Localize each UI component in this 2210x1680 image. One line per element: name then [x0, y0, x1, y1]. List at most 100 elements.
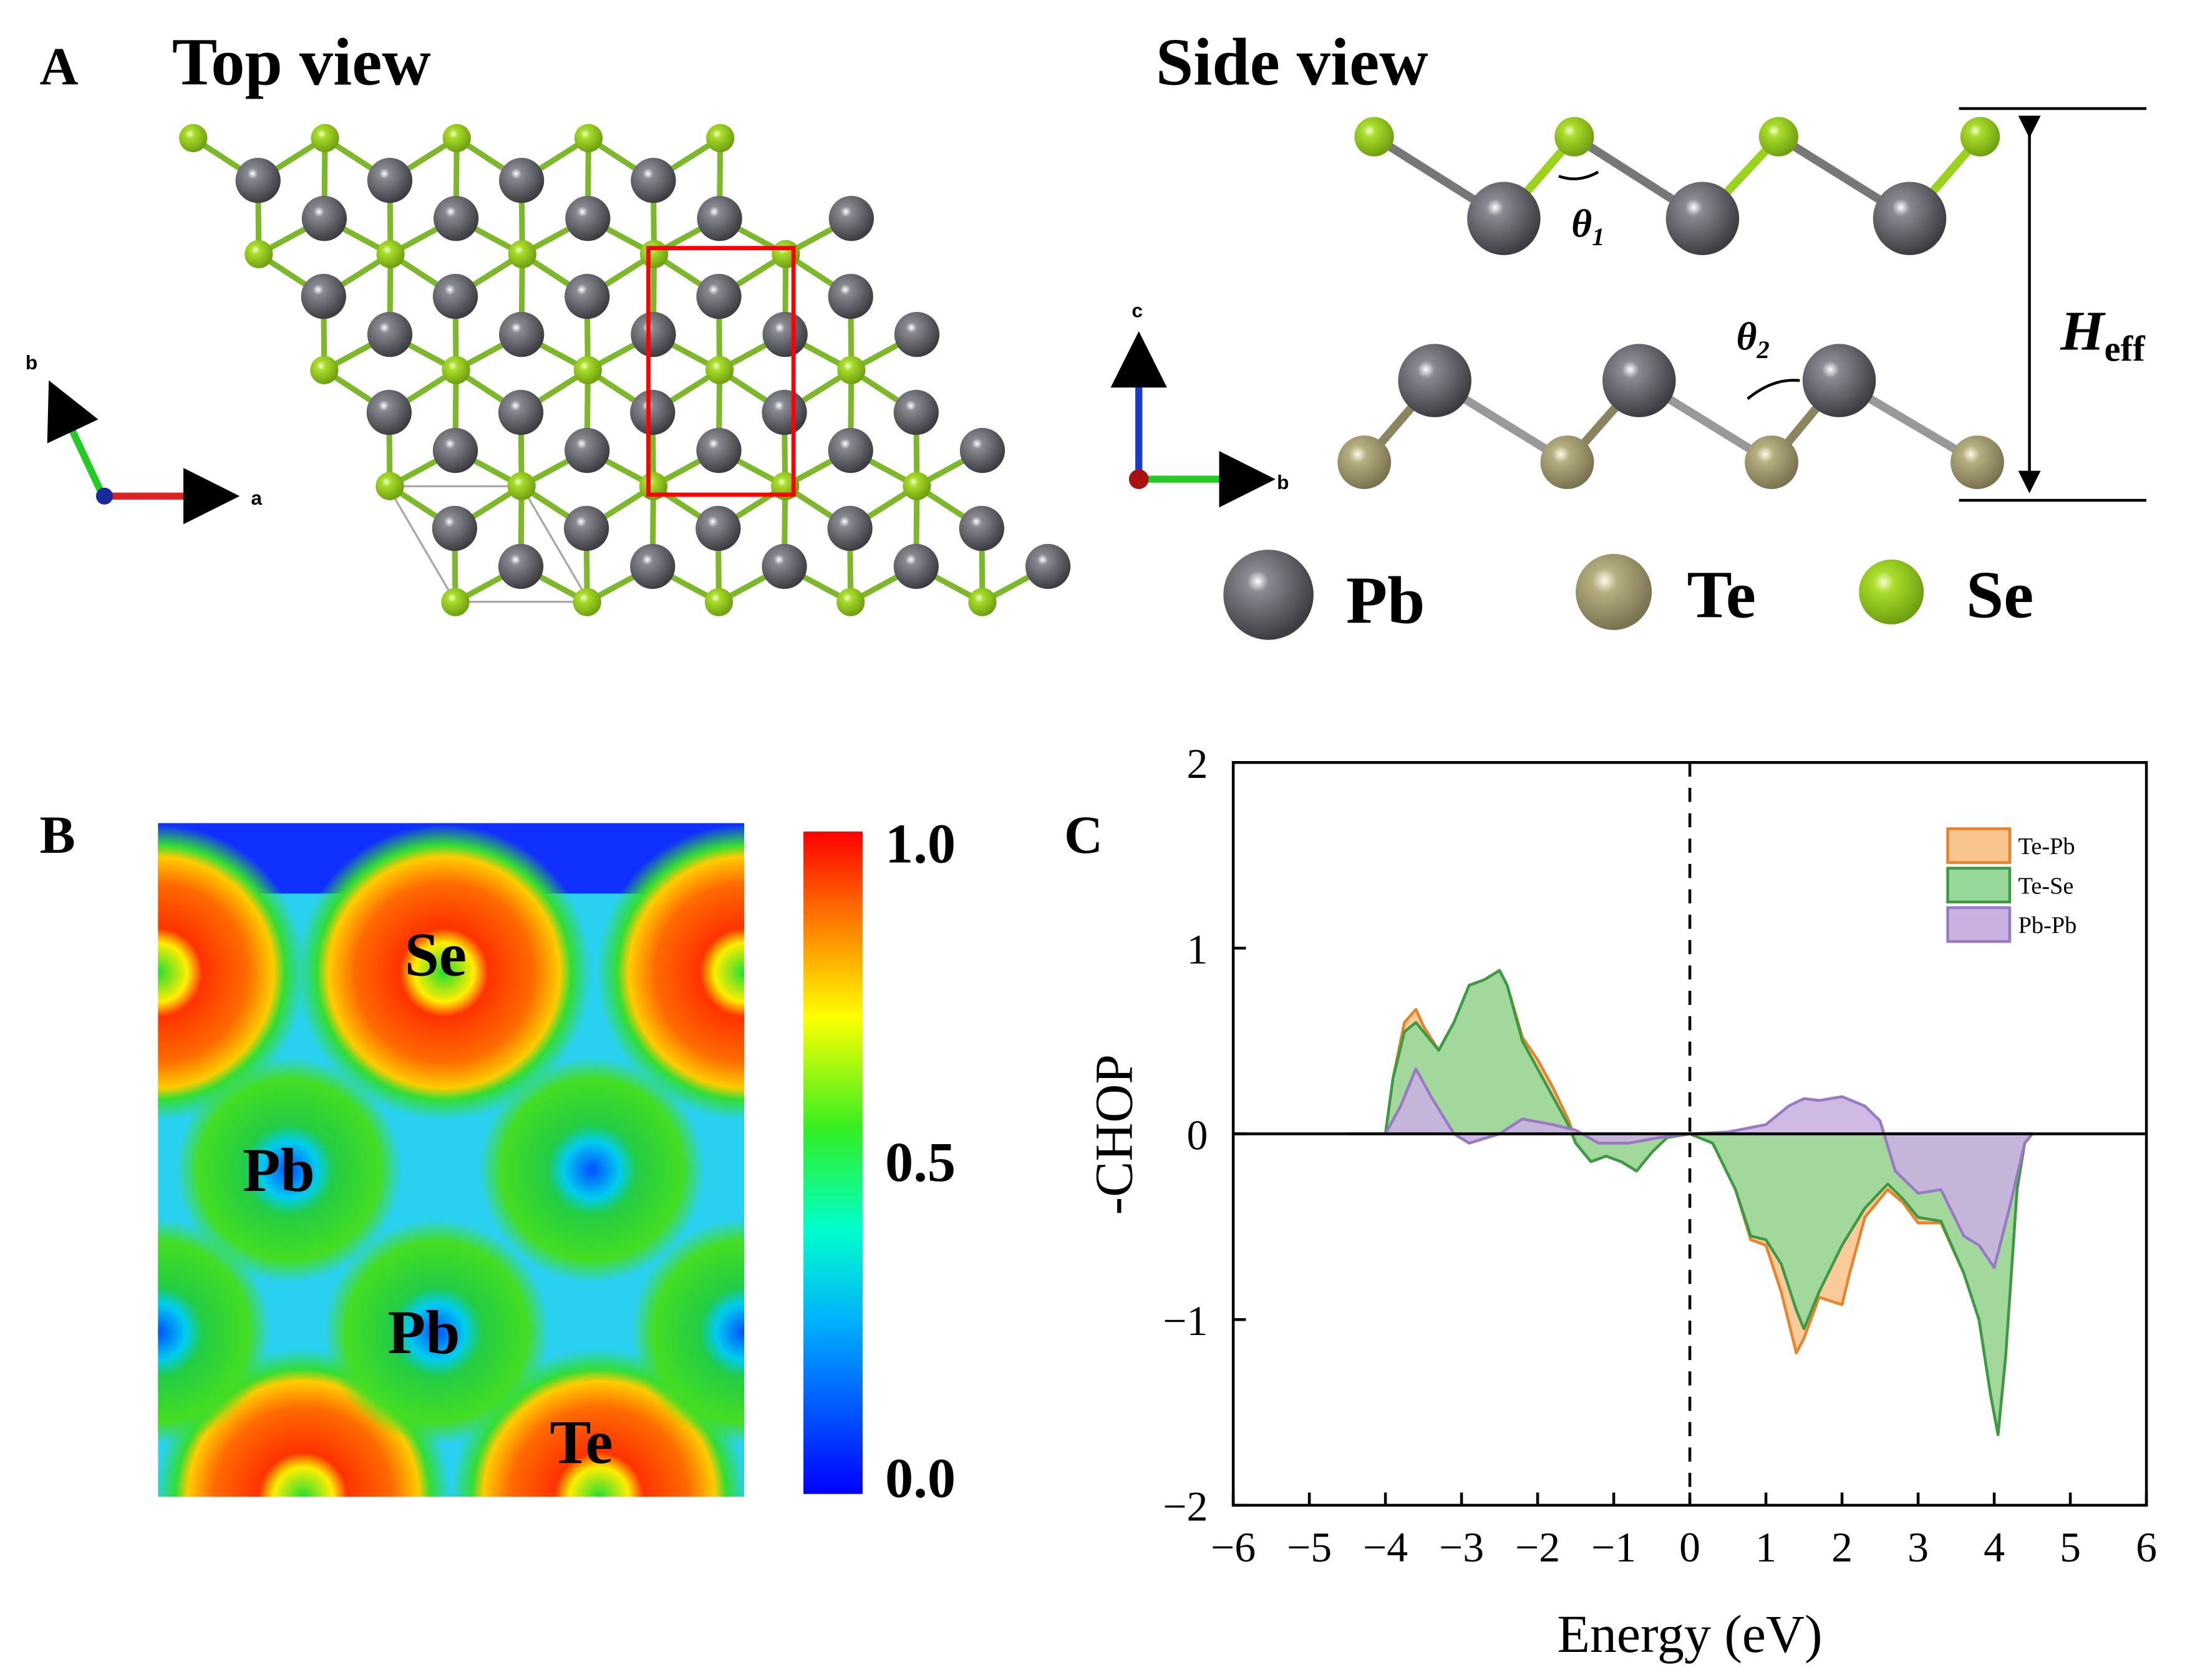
se-atom: [376, 472, 404, 500]
pb-atom: [1025, 543, 1071, 590]
high-elf-region: [158, 824, 306, 1121]
pb-atom: [1665, 182, 1740, 255]
x-tick-label: 4: [1984, 1524, 2005, 1571]
colorbar: [803, 831, 863, 1494]
medium-elf-region: [631, 1219, 745, 1445]
medium-elf-region: [176, 1057, 402, 1283]
a-axis-label: a: [251, 487, 262, 509]
te-atom: [1745, 435, 1799, 489]
legend-label-te-pb: Te-Pb: [2018, 833, 2075, 860]
b-axis-arrow: [47, 380, 107, 498]
top-axes-indicator: b a: [26, 351, 262, 525]
x-tick-label: 1: [1755, 1524, 1776, 1571]
pb-atom: [695, 505, 741, 551]
x-tick-label: −3: [1439, 1524, 1484, 1571]
heatmap-label-se: Se: [405, 920, 467, 989]
x-tick-label: −5: [1287, 1524, 1332, 1571]
heatmap-label-pb-1: Pb: [243, 1135, 315, 1205]
b-axis-label: b: [1277, 471, 1289, 493]
legend-se: Se: [1966, 558, 2033, 633]
pb-atom: [432, 505, 478, 551]
pb-atom: [1602, 344, 1676, 417]
se-atom: [836, 588, 865, 616]
theta2-label: θ2: [1737, 314, 1770, 364]
pb-atom: [696, 427, 742, 473]
pb-atom: [499, 311, 545, 357]
colorbar-max-label: 1.0: [885, 812, 956, 875]
y-tick-label: 2: [1187, 740, 1208, 787]
se-atom: [705, 356, 734, 384]
medium-elf-region: [479, 1057, 705, 1283]
legend-swatch-te-se: [1946, 867, 2012, 904]
se-atom: [442, 124, 471, 152]
panel-c-label: C: [1064, 805, 1103, 865]
pb-atom: [499, 158, 545, 203]
chart-legend: Te-Pb Te-Se Pb-Pb: [1946, 827, 2077, 943]
top-view-lattice: [179, 124, 1071, 616]
pb-atom: [301, 196, 347, 241]
se-atom: [573, 588, 601, 616]
pb-atom: [631, 311, 676, 357]
pb-atom: [367, 158, 413, 203]
pb-atom: [563, 505, 609, 551]
high-elf-region: [296, 824, 593, 1121]
se-atom: [1554, 117, 1594, 157]
b-axis-label: b: [26, 351, 37, 374]
pb-atom: [630, 543, 676, 590]
pb-atom: [432, 427, 478, 473]
se-atom: [507, 472, 536, 500]
colorbar-mid-label: 0.5: [885, 1130, 956, 1193]
series-area-pb-pb: [1345, 1067, 2034, 1270]
theta2-arc: [1747, 379, 1800, 401]
se-atom: [245, 240, 273, 268]
y-tick-label: 0: [1187, 1112, 1208, 1158]
heatmap-label-te: Te: [550, 1407, 613, 1477]
se-atom: [903, 472, 931, 500]
pb-atom: [828, 427, 873, 473]
pb-atom: [631, 158, 676, 203]
pb-ball-icon: [1223, 550, 1314, 640]
pb-atom: [696, 273, 742, 319]
pb-atom: [762, 311, 808, 357]
high-elf-region: [596, 824, 745, 1121]
pb-atom: [762, 543, 807, 590]
pb-atom: [1873, 182, 1947, 255]
legend-label-te-se: Te-Se: [2018, 873, 2073, 899]
pb-atom: [894, 311, 940, 357]
x-tick-label: 5: [2060, 1524, 2081, 1571]
se-atom: [442, 356, 470, 384]
x-axis-title: Energy (eV): [1558, 1604, 1823, 1664]
y-tick-label: −2: [1163, 1483, 1208, 1530]
pb-atom: [565, 427, 610, 473]
c-axis-dot: [95, 487, 114, 505]
unit-cell-box: [646, 246, 796, 497]
pb-atom: [565, 273, 610, 319]
elf-heatmap: [158, 823, 745, 1497]
x-tick-label: 0: [1679, 1524, 1700, 1571]
pb-atom: [697, 196, 742, 241]
legend-label-pb-pb: Pb-Pb: [2018, 913, 2077, 939]
se-atom: [311, 124, 339, 152]
medium-elf-region: [324, 1219, 550, 1445]
chop-chart: −6 −5 −4 −3 −2 −1 0 1 2 3 4 5 6 2 1 0 −1 −2: [1163, 740, 2157, 1571]
se-atom: [376, 240, 405, 268]
pb-atom: [630, 389, 676, 435]
x-tick-label: −6: [1211, 1524, 1256, 1571]
pb-atom: [498, 389, 544, 435]
pb-atom: [762, 389, 807, 435]
y-axis-title: -CHOP: [1083, 1054, 1143, 1215]
x-tick-label: 3: [1907, 1524, 1929, 1571]
atom-legend: Pb Te Se: [1223, 550, 2033, 640]
x-tick-label: −1: [1591, 1524, 1636, 1571]
pb-atom: [959, 427, 1006, 473]
se-atom: [573, 356, 602, 384]
c-axis-label: c: [1132, 299, 1143, 321]
heatmap-label-pb-2: Pb: [388, 1298, 460, 1367]
pb-atom: [366, 389, 412, 435]
height-label: Heff: [2060, 299, 2146, 369]
x-tick-label: 2: [1831, 1524, 1853, 1571]
se-atom: [508, 240, 536, 268]
se-atom: [968, 588, 997, 616]
se-atom: [1354, 117, 1394, 157]
